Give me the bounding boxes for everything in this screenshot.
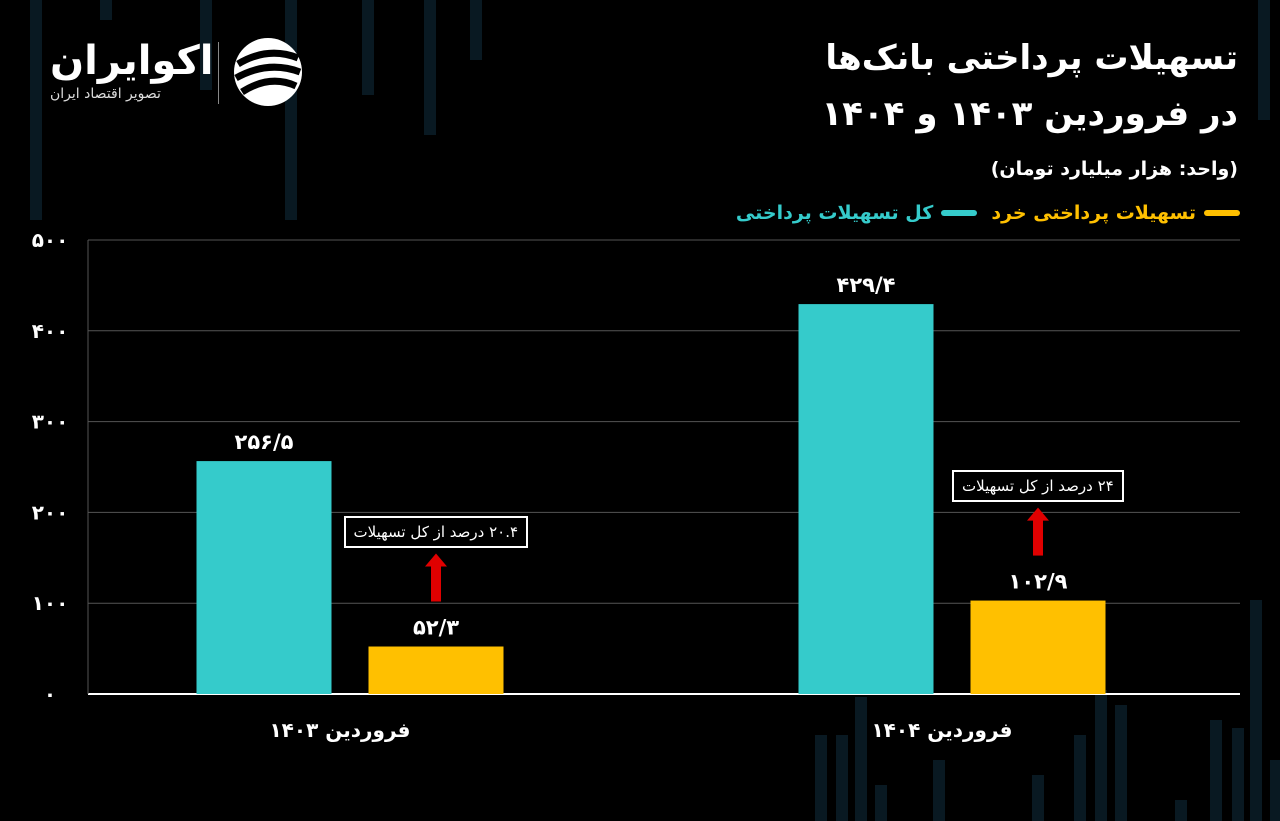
bg-candle [855, 697, 867, 821]
red-arrow-head-icon [425, 553, 447, 567]
legend-item-small: تسهیلات پرداختی خرد [991, 202, 1240, 224]
bg-candle [100, 0, 112, 20]
bar-value-label: ۲۵۶/۵ [235, 430, 294, 454]
bg-candle [200, 0, 212, 90]
annotation-share-1403: ۲۰.۴ درصد از کل تسهیلات [343, 515, 529, 548]
red-arrow-shaft [1033, 519, 1043, 556]
bg-candle [933, 760, 945, 821]
bg-candle [1175, 800, 1187, 821]
chart-legend: تسهیلات پرداختی خرد کل تسهیلات پرداختی [736, 202, 1240, 224]
y-tick-label: ۱۰۰ [32, 591, 69, 615]
bg-candle [875, 785, 887, 821]
legend-swatch-small [1204, 210, 1240, 216]
annotation-share-1404: ۲۴ درصد از کل تسهیلات [952, 469, 1124, 502]
brand-logo-icon [234, 38, 302, 106]
y-tick-label: ۵۰۰ [32, 228, 69, 252]
legend-swatch-total [941, 210, 978, 216]
legend-item-total: کل تسهیلات پرداختی [735, 202, 978, 224]
bg-candle [1095, 690, 1107, 821]
bg-candle [1032, 775, 1044, 821]
bg-candle [1210, 720, 1222, 821]
bar-value-label: ۱۰۲/۹ [1009, 570, 1068, 594]
bg-candle [1074, 735, 1086, 821]
bg-candle [1250, 600, 1262, 821]
red-arrow-shaft [431, 565, 441, 602]
bg-candle [470, 0, 482, 60]
bar-small-1 [970, 600, 1106, 694]
bg-candle [1270, 760, 1280, 821]
y-tick-label: ۴۰۰ [32, 319, 69, 343]
legend-label-small: تسهیلات پرداختی خرد [991, 202, 1196, 224]
bar-value-label: ۴۲۹/۴ [837, 273, 896, 297]
brand-tagline: تصویر اقتصاد ایران [50, 86, 161, 102]
bg-candle [1232, 728, 1244, 821]
bg-candle [1115, 705, 1127, 821]
logo-divider [218, 42, 219, 104]
x-category-label-1403: فروردین ۱۴۰۳ [269, 718, 411, 742]
chart-unit: (واحد: هزار میلیارد تومان) [990, 158, 1238, 180]
y-tick-label: ۳۰۰ [32, 410, 69, 434]
x-category-label-1404: فروردین ۱۴۰۴ [871, 718, 1013, 742]
bar-value-label: ۵۲/۳ [413, 616, 459, 640]
bar-total-0 [196, 461, 332, 694]
y-tick-label: ۰ [44, 682, 56, 706]
bg-candle [1258, 0, 1270, 120]
bg-candle [815, 735, 827, 821]
bg-candle [30, 0, 42, 220]
y-tick-label: ۲۰۰ [32, 500, 69, 524]
bar-total-1 [798, 304, 934, 694]
chart-title-line1: تسهیلات پرداختی بانک‌ها [825, 38, 1238, 78]
chart-title-line2: در فروردین ۱۴۰۳ و ۱۴۰۴ [821, 94, 1238, 134]
bg-candle [362, 0, 374, 95]
bar-small-0 [368, 646, 504, 694]
legend-label-total: کل تسهیلات پرداختی [735, 202, 934, 224]
bg-candle [836, 735, 848, 821]
red-arrow-head-icon [1027, 507, 1049, 521]
brand-name: اکوایران [50, 38, 214, 84]
bg-candle [424, 0, 436, 135]
